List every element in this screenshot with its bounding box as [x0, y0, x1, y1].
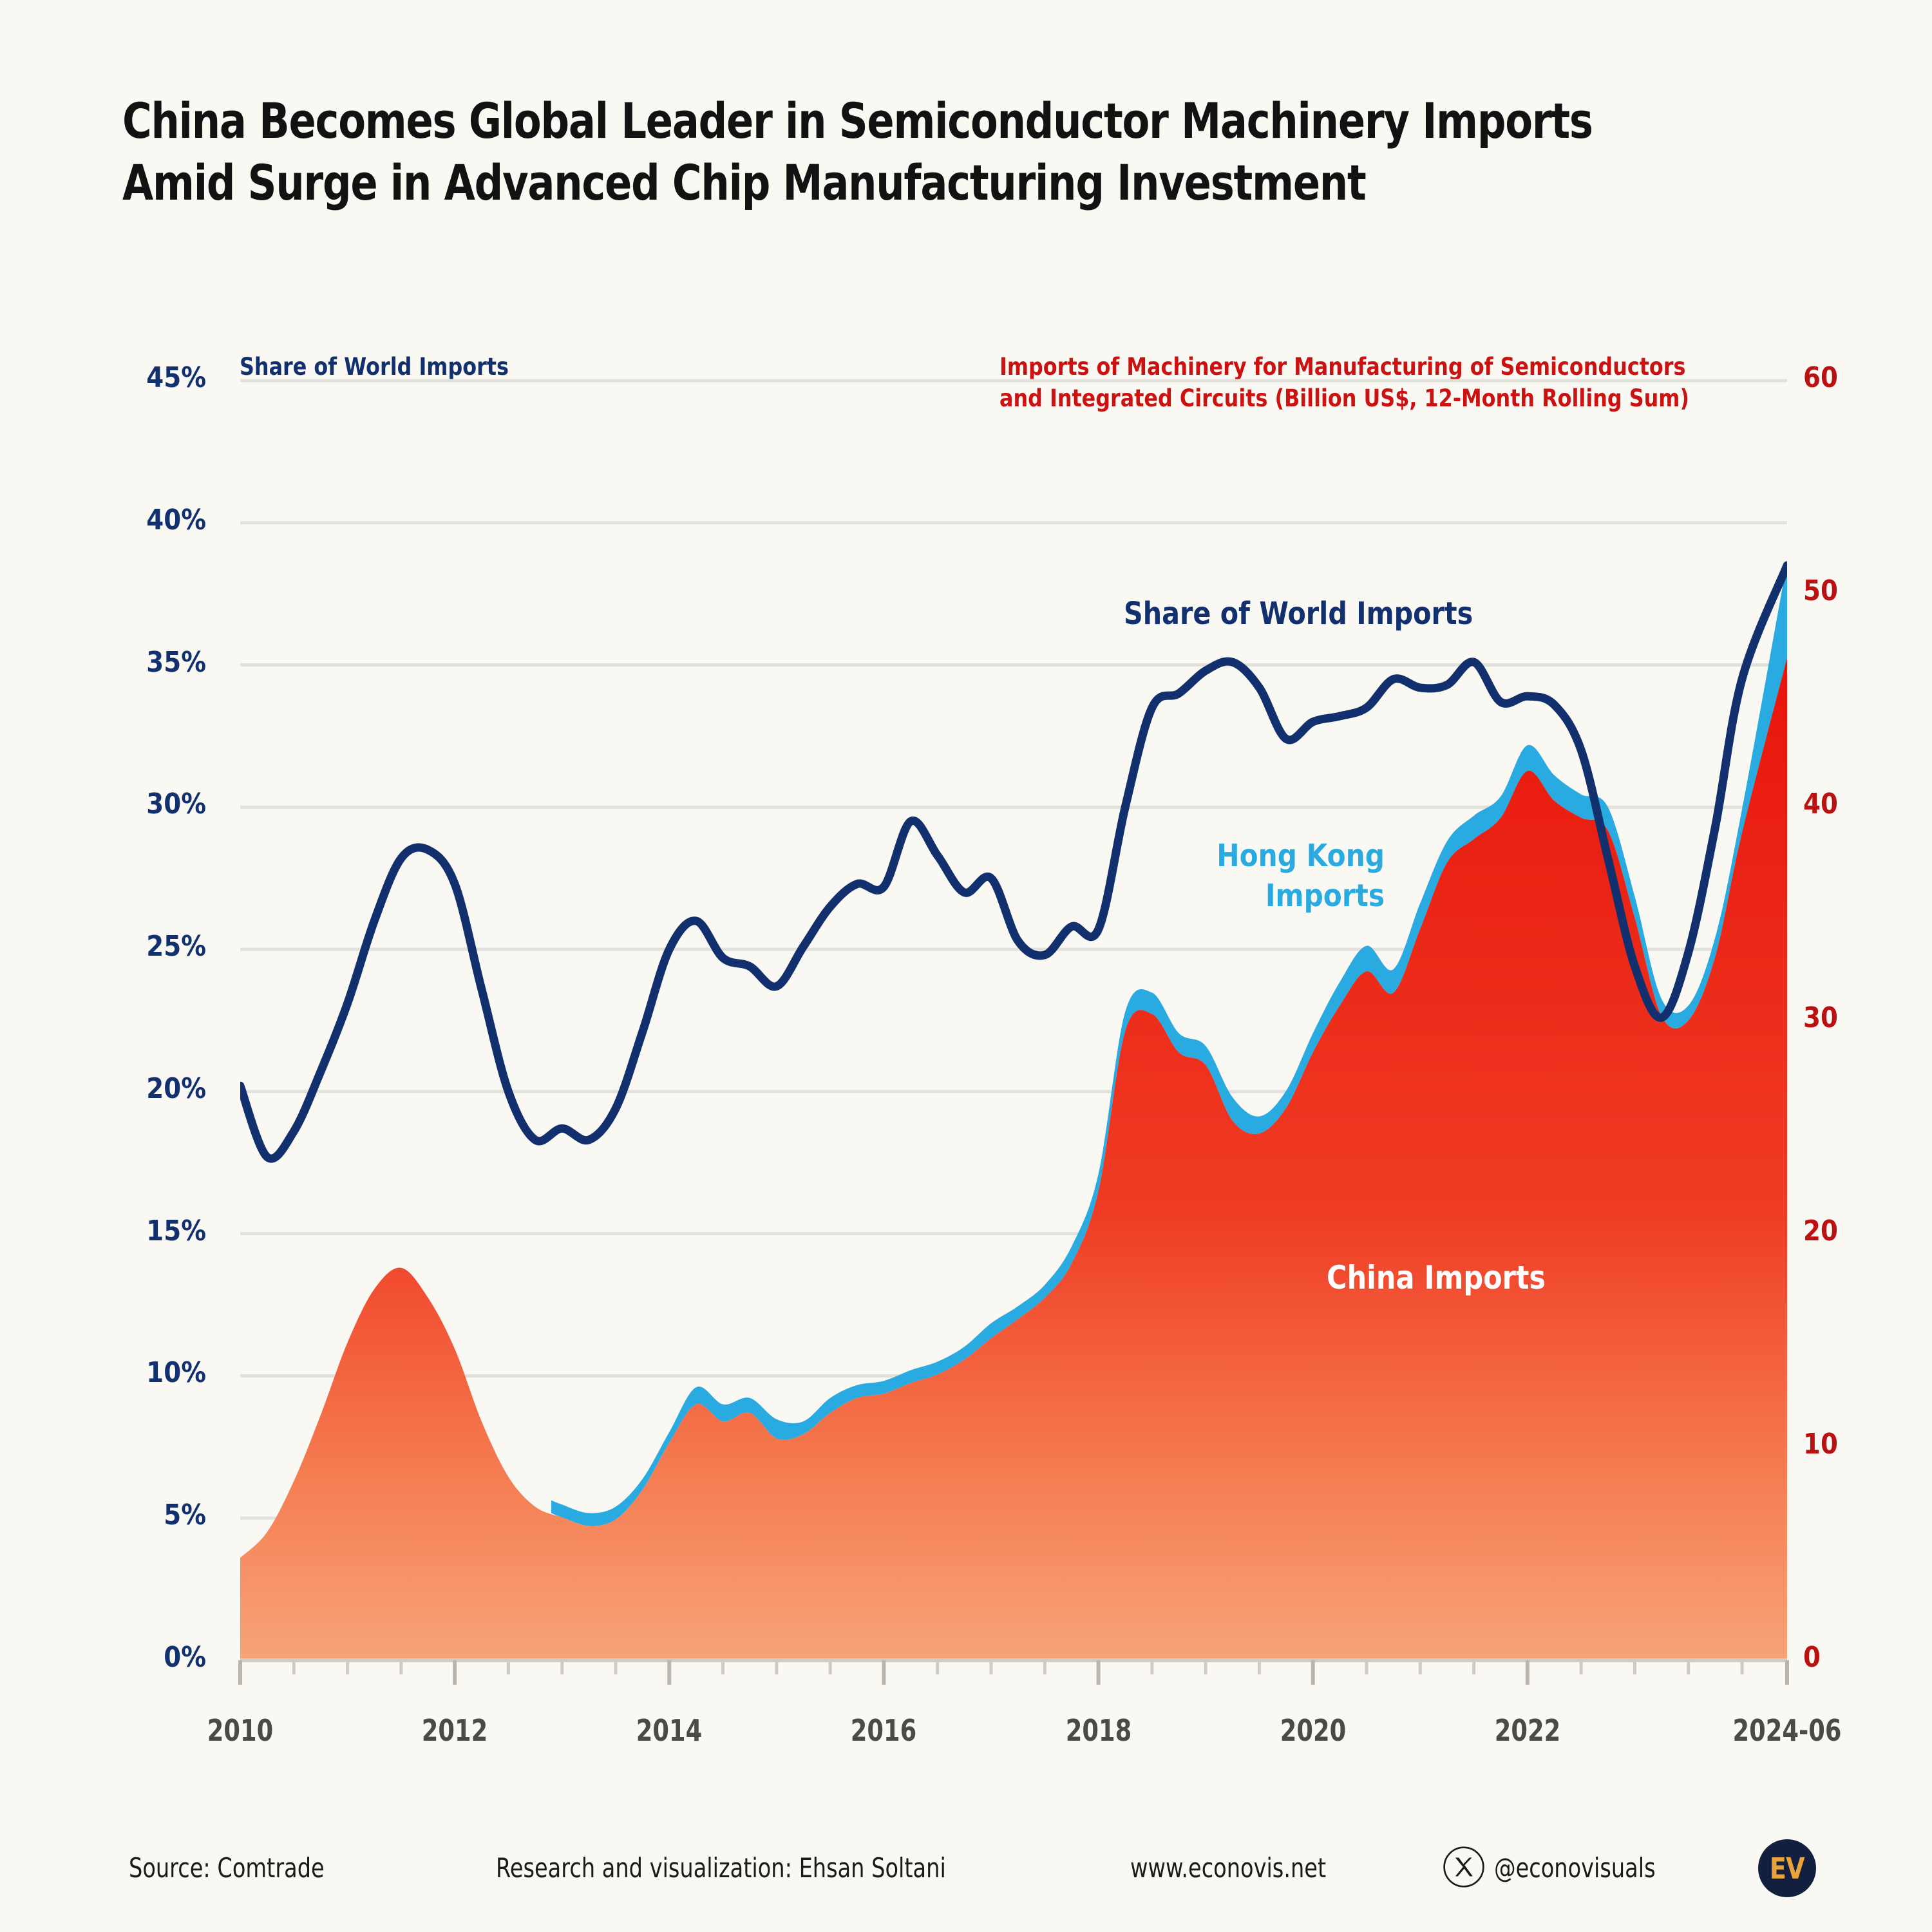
x-axis-tick-2014: 2014	[636, 1713, 703, 1748]
right-axis-tick-40: 40	[1803, 788, 1838, 821]
left-axis-tick-45: 45%	[146, 361, 206, 394]
chart-title-line-1: China Becomes Global Leader in Semicondu…	[122, 92, 1593, 149]
right-axis-tick-30: 30	[1803, 1001, 1838, 1034]
left-axis-tick-20: 20%	[146, 1072, 206, 1105]
annotation-china-imports: China Imports	[1327, 1259, 1546, 1296]
right-axis-tick-0: 0	[1803, 1641, 1821, 1674]
right-axis-tick-50: 50	[1803, 574, 1838, 608]
footer-social-handle[interactable]: @econovisuals	[1494, 1852, 1656, 1884]
x-axis-tick-2016: 2016	[851, 1713, 917, 1748]
chart-title: China Becomes Global Leader in Semicondu…	[122, 90, 1797, 214]
right-axis-tick-20: 20	[1803, 1214, 1838, 1247]
left-axis-tick-40: 40%	[146, 503, 206, 536]
annotation-hong-kong-line-1: Hong Kong	[1217, 838, 1385, 874]
footer-research-credit: Research and visualization: Ehsan Soltan…	[496, 1852, 946, 1884]
x-twitter-icon[interactable]	[1443, 1846, 1485, 1888]
left-axis-tick-15: 15%	[146, 1214, 206, 1247]
x-axis-tick-2022: 2022	[1494, 1713, 1561, 1748]
left-axis-tick-0: 0%	[164, 1641, 206, 1674]
left-axis-header: Share of World Imports	[240, 353, 509, 381]
left-axis-tick-30: 30%	[146, 788, 206, 821]
right-axis-header-line-1: Imports of Machinery for Manufacturing o…	[999, 353, 1686, 381]
annotation-share-of-world-imports: Share of World Imports	[1124, 596, 1473, 632]
x-axis-tick-2020: 2020	[1280, 1713, 1346, 1748]
left-axis-tick-5: 5%	[164, 1499, 206, 1532]
right-axis-header: Imports of Machinery for Manufacturing o…	[999, 351, 1689, 414]
x-axis-tick-2010: 2010	[207, 1713, 274, 1748]
econovisuals-logo: EV	[1758, 1839, 1816, 1897]
annotation-hong-kong-imports: Hong Kong Imports	[1095, 836, 1385, 916]
x-axis-tick-2024-06: 2024-06	[1732, 1713, 1842, 1748]
china-imports-area	[240, 658, 1787, 1660]
axis-decorations	[238, 1658, 1789, 1685]
left-axis-tick-25: 25%	[146, 930, 206, 963]
footer: Source: Comtrade Research and visualizat…	[0, 1839, 1932, 1932]
left-axis-tick-10: 10%	[146, 1356, 206, 1390]
right-axis-tick-10: 10	[1803, 1427, 1838, 1461]
x-axis-tick-2012: 2012	[421, 1713, 488, 1748]
footer-source: Source: Comtrade	[129, 1852, 325, 1884]
annotation-hong-kong-line-2: Imports	[1265, 878, 1385, 914]
left-axis-tick-35: 35%	[146, 645, 206, 679]
hong-kong-imports-area	[551, 562, 1787, 1526]
chart-title-line-2: Amid Surge in Advanced Chip Manufacturin…	[122, 154, 1367, 211]
footer-website-link[interactable]: www.econovis.net	[1130, 1852, 1327, 1884]
right-axis-header-line-2: and Integrated Circuits (Billion US$, 12…	[999, 384, 1690, 412]
right-axis-tick-60: 60	[1803, 361, 1838, 394]
x-axis-tick-2018: 2018	[1065, 1713, 1132, 1748]
econovisuals-logo-text: EV	[1769, 1851, 1805, 1886]
share-of-world-imports-line	[240, 561, 1787, 1163]
